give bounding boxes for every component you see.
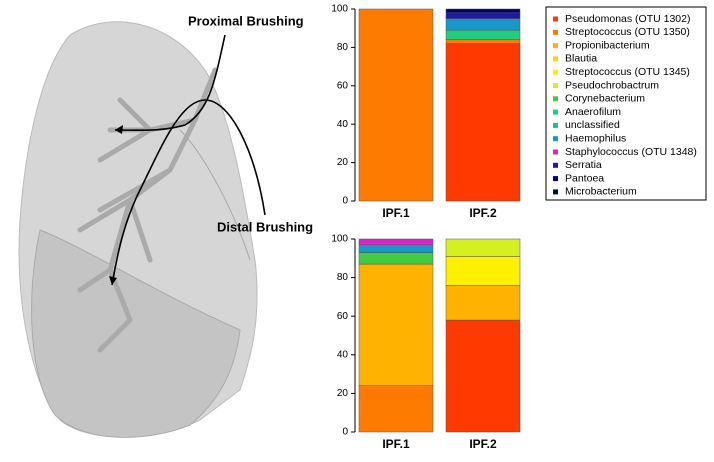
x-tick-label: IPF.2 <box>469 437 497 451</box>
legend-swatch <box>553 109 558 115</box>
y-tick-label: 60 <box>337 80 349 91</box>
legend-swatch <box>553 83 558 88</box>
legend-swatch <box>553 56 558 62</box>
x-tick-label: IPF.1 <box>382 206 410 220</box>
proximal-label: Proximal Brushing <box>188 13 304 28</box>
y-tick-label: 80 <box>337 272 349 283</box>
legend-swatch <box>553 176 558 182</box>
legend-label: Pantoea <box>565 172 604 184</box>
bar-segment <box>445 319 521 433</box>
legend-label: Serratia <box>565 159 602 171</box>
x-tick-label: IPF.2 <box>469 206 497 220</box>
legend-label: Corynebacterium <box>565 93 645 105</box>
legend-swatch <box>553 162 558 168</box>
bar-segment <box>445 285 521 321</box>
bar-segment <box>445 39 521 44</box>
lung-illustration: Proximal Brushing Distal Brushing <box>18 13 313 438</box>
y-tick-label: 40 <box>337 119 349 130</box>
legend-label: Staphylococcus (OTU 1348) <box>565 146 697 158</box>
legend-swatch <box>553 136 558 142</box>
legend-label: Haemophilus <box>565 132 626 144</box>
bar-segment <box>358 8 434 202</box>
bar-segment <box>358 244 434 253</box>
legend-swatch <box>553 29 558 35</box>
bar-segment <box>445 256 521 286</box>
bar-segment <box>358 385 434 433</box>
legend-swatch <box>553 69 558 75</box>
legend-label: unclassified <box>565 119 620 131</box>
distal-label: Distal Brushing <box>217 219 313 234</box>
legend-label: Streptococcus (OTU 1345) <box>565 66 690 78</box>
legend-label: Anaerofilum <box>565 106 621 118</box>
bar-segment <box>445 18 521 31</box>
legend-label: Microbacterium <box>565 186 637 198</box>
legend-swatch <box>553 189 558 195</box>
legend-swatch <box>553 16 558 22</box>
x-tick-label: IPF.1 <box>382 437 410 451</box>
y-tick-label: 0 <box>342 196 348 207</box>
bar-segment <box>445 29 521 40</box>
legend-label: Pseudomonas (OTU 1302) <box>565 13 690 25</box>
y-tick-label: 0 <box>342 427 348 438</box>
legend-label: Blautia <box>565 53 597 65</box>
legend-swatch <box>553 122 558 128</box>
bar-segment <box>358 263 434 386</box>
legend-box <box>545 6 707 201</box>
y-tick-label: 80 <box>337 42 349 53</box>
legend-label: Propionibacterium <box>565 39 650 51</box>
legend-label: Streptococcus (OTU 1350) <box>565 26 690 38</box>
y-tick-label: 100 <box>331 4 348 15</box>
bar-segment <box>445 43 521 202</box>
y-tick-label: 20 <box>337 388 349 399</box>
y-tick-label: 40 <box>337 349 349 360</box>
y-tick-label: 20 <box>337 157 349 168</box>
y-tick-label: 100 <box>331 234 348 245</box>
bar-segment <box>445 12 521 19</box>
legend-swatch <box>553 149 558 155</box>
bar-segment <box>445 8 521 14</box>
bar-segment <box>358 238 434 246</box>
bar-segment <box>445 238 521 257</box>
legend-swatch <box>553 43 558 49</box>
bar-segment <box>358 252 434 265</box>
legend-label: Pseudochrobactrum <box>565 79 659 91</box>
y-tick-label: 60 <box>337 311 349 322</box>
legend-swatch <box>553 96 558 102</box>
